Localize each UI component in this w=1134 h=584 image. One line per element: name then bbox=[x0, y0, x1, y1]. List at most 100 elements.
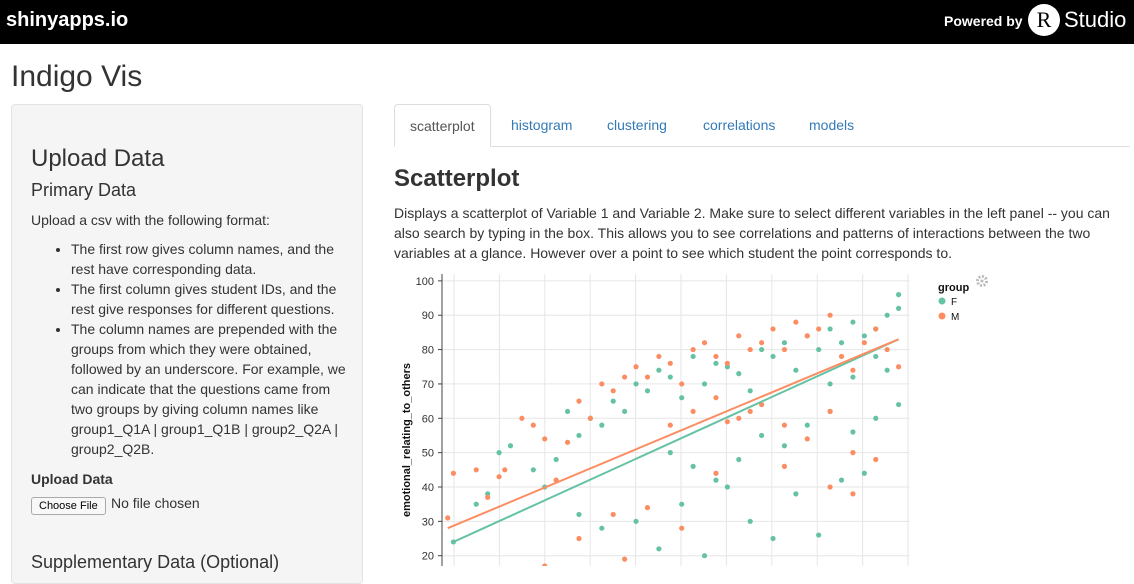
data-point-F[interactable] bbox=[473, 501, 479, 507]
data-point-M[interactable] bbox=[622, 374, 628, 380]
data-point-F[interactable] bbox=[861, 333, 867, 339]
data-point-F[interactable] bbox=[838, 340, 845, 346]
data-point-M[interactable] bbox=[759, 340, 765, 346]
data-point-F[interactable] bbox=[850, 429, 856, 435]
data-point-F[interactable] bbox=[667, 450, 673, 456]
data-point-M[interactable] bbox=[838, 353, 845, 360]
tab-scatterplot[interactable]: scatterplot bbox=[394, 104, 491, 147]
data-point-M[interactable] bbox=[564, 439, 571, 445]
data-point-F[interactable] bbox=[576, 511, 582, 518]
data-point-F[interactable] bbox=[690, 353, 696, 360]
data-point-F[interactable] bbox=[679, 395, 685, 401]
data-point-M[interactable] bbox=[519, 415, 525, 421]
data-point-F[interactable] bbox=[576, 432, 582, 439]
rstudio-logo-text[interactable]: Studio bbox=[1064, 7, 1127, 32]
tab-correlations[interactable]: correlations bbox=[703, 117, 776, 133]
data-point-F[interactable] bbox=[804, 422, 810, 428]
data-point-M[interactable] bbox=[747, 346, 753, 353]
data-point-F[interactable] bbox=[644, 388, 651, 394]
data-point-M[interactable] bbox=[873, 326, 879, 332]
data-point-F[interactable] bbox=[701, 381, 708, 387]
data-point-M[interactable] bbox=[445, 515, 451, 521]
data-point-M[interactable] bbox=[644, 374, 651, 380]
data-point-F[interactable] bbox=[496, 450, 502, 456]
data-point-M[interactable] bbox=[781, 422, 788, 428]
data-point-F[interactable] bbox=[759, 346, 765, 353]
data-point-M[interactable] bbox=[622, 556, 628, 562]
data-point-M[interactable] bbox=[450, 470, 457, 476]
data-point-M[interactable] bbox=[679, 525, 685, 531]
data-point-F[interactable] bbox=[816, 532, 822, 538]
data-point-F[interactable] bbox=[884, 312, 890, 318]
data-point-F[interactable] bbox=[701, 553, 708, 559]
data-point-M[interactable] bbox=[690, 408, 696, 415]
data-point-F[interactable] bbox=[633, 518, 639, 524]
data-point-M[interactable] bbox=[496, 474, 502, 480]
tab-models[interactable]: models bbox=[809, 117, 855, 133]
data-point-F[interactable] bbox=[530, 467, 536, 473]
scatterplot-chart[interactable]: 20 30 40 50 60 70 80 90 100 emotional_relating_to… bbox=[396, 268, 1134, 566]
data-point-M[interactable] bbox=[781, 346, 788, 353]
data-point-F[interactable] bbox=[770, 353, 776, 360]
data-point-F[interactable] bbox=[564, 408, 571, 415]
data-point-F[interactable] bbox=[895, 401, 902, 408]
data-point-F[interactable] bbox=[827, 326, 833, 332]
data-point-M[interactable] bbox=[644, 505, 651, 511]
data-point-M[interactable] bbox=[690, 346, 696, 353]
data-point-M[interactable] bbox=[713, 395, 719, 401]
gear-icon[interactable] bbox=[976, 275, 988, 287]
data-point-F[interactable] bbox=[690, 463, 696, 469]
data-point-F[interactable] bbox=[770, 535, 776, 542]
tab-clustering[interactable]: clustering bbox=[607, 117, 667, 133]
data-point-M[interactable] bbox=[502, 467, 508, 473]
data-point-M[interactable] bbox=[724, 360, 730, 366]
data-point-F[interactable] bbox=[736, 456, 742, 463]
data-point-F[interactable] bbox=[895, 292, 902, 298]
data-point-M[interactable] bbox=[895, 364, 902, 370]
data-point-F[interactable] bbox=[724, 484, 730, 490]
data-point-M[interactable] bbox=[667, 360, 673, 366]
data-point-F[interactable] bbox=[781, 443, 788, 449]
data-point-M[interactable] bbox=[827, 484, 833, 490]
data-point-F[interactable] bbox=[713, 360, 719, 366]
data-point-M[interactable] bbox=[736, 333, 742, 339]
data-point-M[interactable] bbox=[793, 319, 799, 325]
data-point-M[interactable] bbox=[576, 535, 582, 542]
data-point-M[interactable] bbox=[736, 415, 742, 421]
data-point-F[interactable] bbox=[622, 408, 628, 415]
data-point-F[interactable] bbox=[873, 415, 879, 421]
data-point-M[interactable] bbox=[804, 333, 810, 339]
data-point-F[interactable] bbox=[713, 477, 719, 483]
data-point-F[interactable] bbox=[827, 381, 833, 387]
data-point-M[interactable] bbox=[747, 408, 753, 415]
data-point-F[interactable] bbox=[884, 367, 890, 373]
data-point-F[interactable] bbox=[656, 367, 662, 373]
data-point-M[interactable] bbox=[610, 388, 616, 394]
data-point-M[interactable] bbox=[599, 381, 605, 387]
data-point-M[interactable] bbox=[724, 419, 730, 425]
data-point-F[interactable] bbox=[850, 319, 856, 325]
data-point-F[interactable] bbox=[553, 456, 559, 463]
data-point-M[interactable] bbox=[656, 353, 662, 360]
data-point-M[interactable] bbox=[667, 422, 673, 428]
data-point-M[interactable] bbox=[530, 422, 536, 428]
data-point-M[interactable] bbox=[473, 467, 479, 473]
data-point-M[interactable] bbox=[485, 494, 491, 500]
brand-logo[interactable]: shinyapps.io bbox=[6, 9, 129, 31]
data-point-F[interactable] bbox=[747, 518, 753, 524]
data-point-M[interactable] bbox=[827, 312, 833, 318]
data-point-F[interactable] bbox=[895, 305, 902, 311]
data-point-M[interactable] bbox=[850, 491, 856, 497]
data-point-F[interactable] bbox=[781, 340, 788, 346]
data-point-M[interactable] bbox=[770, 326, 776, 332]
data-point-F[interactable] bbox=[793, 367, 799, 373]
data-point-F[interactable] bbox=[599, 525, 605, 531]
data-point-F[interactable] bbox=[747, 388, 753, 394]
data-point-M[interactable] bbox=[542, 563, 548, 566]
data-point-F[interactable] bbox=[816, 346, 822, 353]
data-point-M[interactable] bbox=[861, 340, 867, 346]
data-point-M[interactable] bbox=[816, 326, 822, 332]
data-point-M[interactable] bbox=[633, 364, 639, 370]
data-point-F[interactable] bbox=[633, 381, 639, 387]
data-point-M[interactable] bbox=[713, 353, 719, 360]
